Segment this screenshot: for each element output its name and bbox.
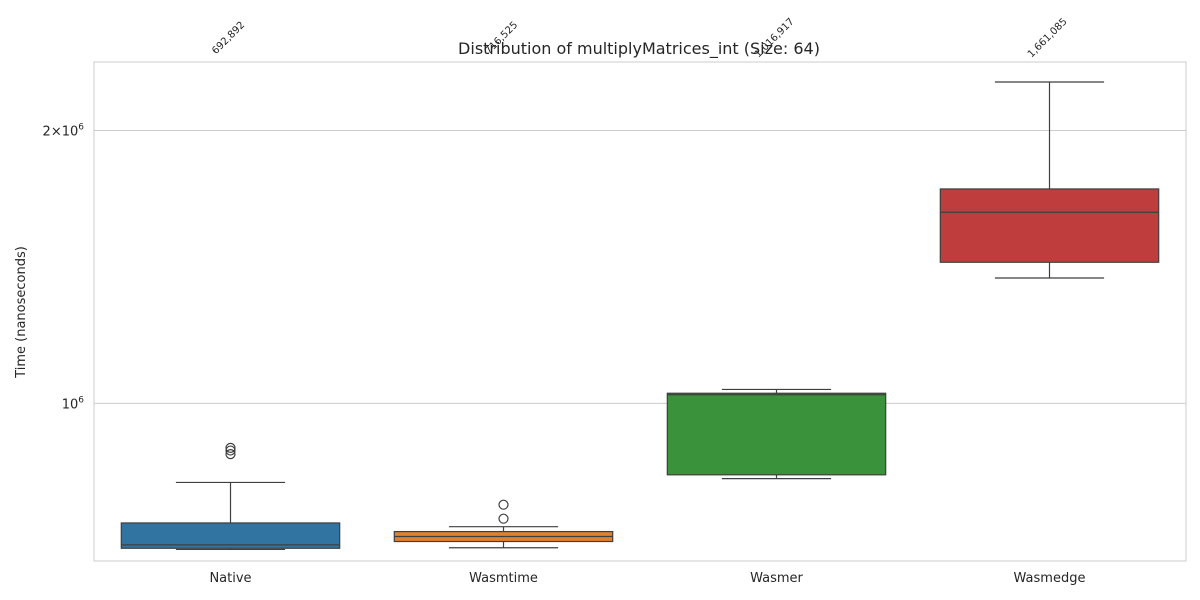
box-group-wasmedge [939,81,1160,279]
y-tick-label: 2×106 [43,122,85,139]
grid-lines [94,129,1186,404]
box-iqr [666,392,887,476]
box-group-wasmer [666,388,887,480]
y-axis-ticks: 106 2×106 [43,122,85,412]
plot-frame [93,61,1187,562]
x-tick-label: Wasmer [750,571,803,586]
y-axis-label: Time (nanoseconds) [14,246,29,379]
x-tick-label: Wasmtime [469,571,538,586]
outlier-point [225,442,236,453]
outlier-point [498,513,509,524]
x-tick-label: Native [209,571,251,586]
chart-title: Distribution of multiplyMatrices_int (Si… [458,39,820,59]
mean-value-label: 1,661,085 [1026,16,1070,60]
outlier-point [498,499,509,510]
x-axis-ticks: Native Wasmtime Wasmer Wasmedge [209,571,1085,586]
outlier-point [225,449,236,460]
box-group-native [120,442,341,551]
mean-value-label: 692,892 [210,20,247,57]
outlier-point [225,445,236,456]
y-tick-label: 106 [62,395,85,412]
boxes [120,81,1160,551]
box-iqr [939,188,1160,263]
box-group-wasmtime [393,499,614,549]
x-tick-label: Wasmedge [1014,571,1086,586]
box-iqr [120,522,341,549]
